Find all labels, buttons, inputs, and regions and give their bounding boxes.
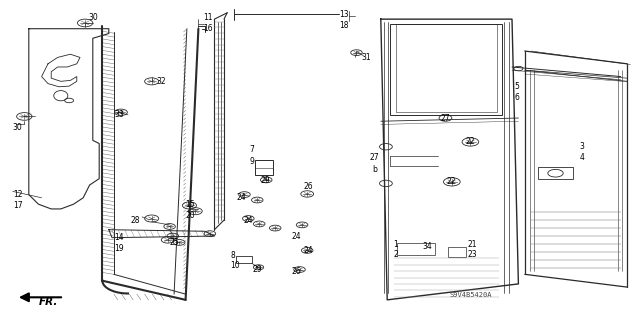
Text: 31: 31	[362, 53, 371, 62]
Bar	[396, 24, 497, 112]
Text: 4: 4	[579, 153, 584, 162]
Text: 19: 19	[114, 244, 124, 253]
Text: 8: 8	[230, 251, 235, 260]
Text: 6: 6	[515, 93, 520, 102]
Text: 22: 22	[465, 137, 475, 146]
Text: 29: 29	[253, 265, 262, 274]
Bar	[255, 160, 273, 175]
Text: 27: 27	[440, 114, 450, 122]
Text: 28: 28	[130, 216, 140, 225]
Text: 24: 24	[243, 216, 253, 225]
Bar	[448, 247, 466, 257]
Text: 24: 24	[237, 193, 246, 202]
Text: 12: 12	[13, 190, 22, 199]
Text: 32: 32	[157, 77, 166, 86]
Text: 34: 34	[422, 242, 432, 251]
Text: 30: 30	[13, 123, 22, 132]
Bar	[538, 167, 573, 179]
Text: 11: 11	[204, 13, 213, 22]
Text: b: b	[372, 165, 378, 174]
Text: 25: 25	[170, 238, 179, 247]
Text: 23: 23	[467, 250, 477, 259]
Text: 9: 9	[250, 157, 255, 166]
Bar	[236, 256, 252, 263]
Text: 26: 26	[291, 267, 301, 276]
Bar	[397, 243, 435, 255]
Text: 14: 14	[114, 233, 124, 242]
Text: 26: 26	[304, 182, 314, 191]
Text: 24: 24	[291, 232, 301, 241]
Text: 21: 21	[467, 240, 477, 249]
Text: 29: 29	[260, 176, 270, 185]
Text: 18: 18	[339, 21, 349, 30]
Text: 15: 15	[186, 200, 195, 209]
Text: 13: 13	[339, 10, 349, 19]
Text: FR.: FR.	[38, 297, 58, 308]
Text: 22: 22	[447, 177, 456, 186]
Text: 17: 17	[13, 201, 22, 210]
Text: S9V4B5420A: S9V4B5420A	[449, 292, 492, 298]
Text: 27: 27	[370, 153, 380, 162]
Text: 20: 20	[186, 211, 195, 220]
Text: 10: 10	[230, 261, 240, 270]
Text: 5: 5	[515, 82, 520, 91]
Bar	[390, 24, 502, 115]
Text: 7: 7	[250, 145, 255, 154]
Text: 3: 3	[579, 142, 584, 151]
Text: 30: 30	[88, 13, 98, 22]
Text: 33: 33	[114, 110, 124, 119]
Text: 24: 24	[304, 246, 314, 255]
Text: 1: 1	[394, 240, 398, 249]
Text: 16: 16	[204, 24, 213, 33]
Text: 2: 2	[394, 250, 398, 259]
